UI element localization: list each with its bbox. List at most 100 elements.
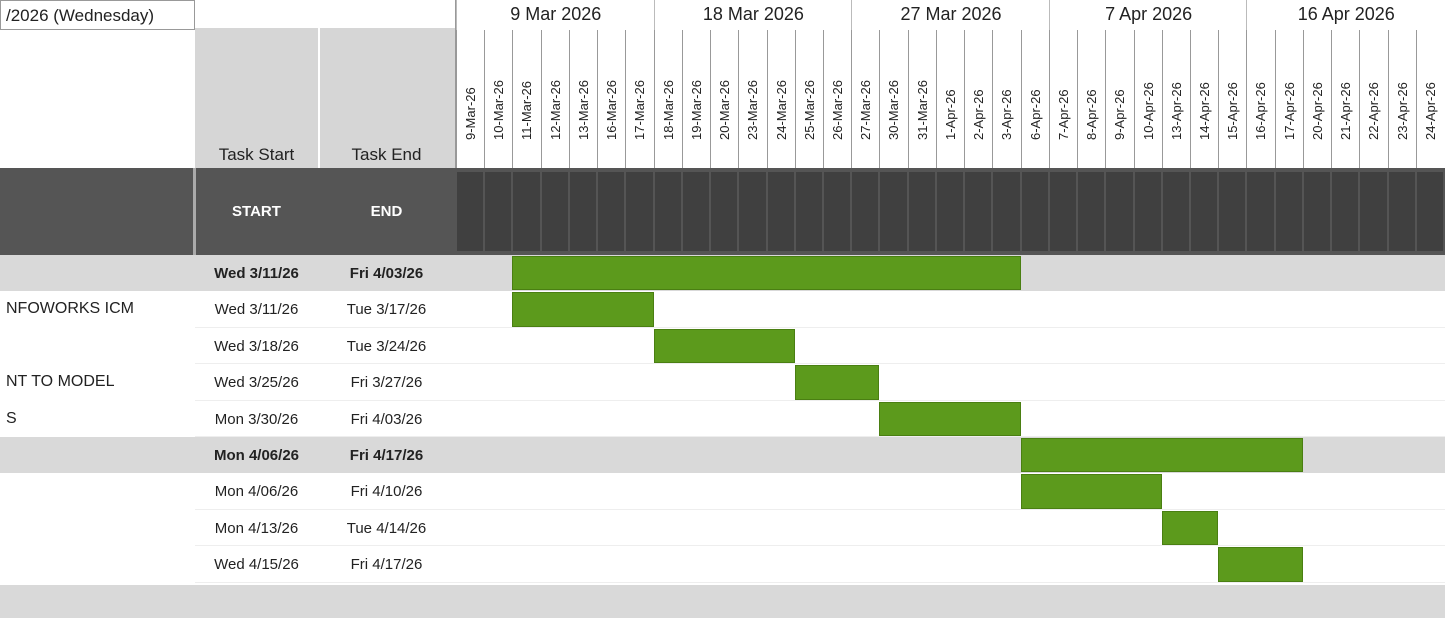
dark-cell — [1388, 172, 1415, 251]
day-label: 19-Mar-26 — [688, 80, 704, 140]
dark-cell — [1360, 172, 1387, 251]
day-divider — [1218, 30, 1220, 168]
day-divider — [879, 30, 881, 168]
day-divider — [653, 30, 655, 168]
day-divider — [1048, 30, 1050, 168]
day-divider — [625, 30, 627, 168]
month-divider — [1246, 0, 1248, 30]
day-label: 3-Apr-26 — [999, 89, 1015, 140]
day-divider — [1246, 30, 1248, 168]
blank-row — [0, 584, 1445, 618]
row-line — [195, 326, 1445, 328]
row-line — [195, 363, 1445, 365]
dark-cell — [1162, 172, 1189, 251]
gantt-bar — [1020, 474, 1162, 509]
day-divider — [512, 30, 514, 168]
task-end: Tue 3/17/26 — [346, 301, 427, 319]
divider — [193, 168, 196, 255]
dark-cell — [795, 172, 822, 251]
dark-cell — [1247, 172, 1274, 251]
day-label: 21-Apr-26 — [1338, 82, 1354, 140]
dark-cell — [1021, 172, 1048, 251]
dark-cell — [654, 172, 681, 251]
task-name: NT TO MODEL — [6, 373, 115, 391]
day-divider — [1077, 30, 1079, 168]
day-label: 16-Mar-26 — [604, 80, 620, 140]
dark-cell — [457, 172, 484, 251]
task-end: Fri 4/03/26 — [350, 410, 423, 428]
dark-cell — [1416, 172, 1444, 251]
task-name: NFOWORKS ICM — [6, 300, 134, 318]
day-divider — [1020, 30, 1022, 168]
date-cell — [0, 0, 195, 30]
task-start: Wed 3/25/26 — [214, 374, 299, 392]
day-label: 23-Apr-26 — [1394, 82, 1410, 140]
dark-cell — [626, 172, 653, 251]
task-end: Fri 4/03/26 — [349, 265, 424, 282]
day-divider — [1359, 30, 1361, 168]
day-divider — [1105, 30, 1107, 168]
task-name: S — [6, 409, 17, 427]
day-label: 17-Apr-26 — [1281, 82, 1297, 140]
task-start: Mon 4/06/26 — [214, 483, 299, 501]
day-divider — [1133, 30, 1135, 168]
day-label: 8-Apr-26 — [1084, 89, 1100, 140]
dark-cell — [541, 172, 568, 251]
month-divider — [851, 0, 853, 30]
dark-cell — [908, 172, 935, 251]
day-label: 27-Mar-26 — [858, 80, 874, 140]
day-label: 13-Mar-26 — [575, 80, 591, 140]
day-label: 14-Apr-26 — [1196, 82, 1212, 140]
dark-cell — [1219, 172, 1246, 251]
day-label: 9-Apr-26 — [1112, 89, 1128, 140]
task-start-header: Task Start — [218, 145, 295, 164]
gantt-bar — [512, 256, 1021, 291]
day-divider — [710, 30, 712, 168]
dark-cell — [936, 172, 964, 251]
day-divider — [1415, 30, 1417, 168]
day-label: 25-Mar-26 — [801, 80, 817, 140]
gantt-bar — [879, 401, 1021, 436]
day-divider — [455, 0, 456, 168]
task-end: Fri 4/17/26 — [350, 556, 423, 574]
day-label: 11-Mar-26 — [519, 80, 535, 140]
gantt-bar — [1161, 510, 1219, 546]
dark-cell — [711, 172, 738, 251]
dark-cell — [823, 172, 851, 251]
dark-cell — [569, 172, 597, 251]
day-divider — [1274, 30, 1276, 168]
day-label: 23-Mar-26 — [745, 80, 761, 140]
row-line — [195, 508, 1445, 510]
month-divider — [653, 0, 655, 30]
divider — [318, 28, 320, 168]
day-divider — [568, 30, 570, 168]
month-divider — [1048, 0, 1050, 30]
gantt-bar — [512, 292, 654, 327]
dark-cell — [513, 172, 540, 251]
day-divider — [822, 30, 824, 168]
day-label: 22-Apr-26 — [1366, 82, 1382, 140]
dark-cell — [1332, 172, 1359, 251]
day-label: 12-Mar-26 — [547, 80, 563, 140]
dark-cell — [852, 172, 879, 251]
day-label: 10-Apr-26 — [1140, 82, 1156, 140]
row-line — [195, 581, 1445, 583]
day-label: 13-Apr-26 — [1168, 82, 1184, 140]
day-divider — [681, 30, 683, 168]
dark-cell — [1106, 172, 1133, 251]
header-gray — [195, 28, 455, 168]
task-start: Mon 4/13/26 — [214, 519, 299, 537]
day-divider — [1331, 30, 1333, 168]
date-cell-text: /2026 (Wednesday) — [6, 6, 155, 25]
dark-cell — [1303, 172, 1331, 251]
row-line — [195, 399, 1445, 401]
day-label: 26-Mar-26 — [829, 80, 845, 140]
month-label: 27 Mar 2026 — [900, 4, 1002, 24]
day-label: 20-Mar-26 — [717, 80, 733, 140]
dark-cell — [1190, 172, 1218, 251]
task-start: Mon 3/30/26 — [214, 410, 299, 428]
task-start: Mon 4/06/26 — [213, 447, 300, 464]
day-label: 16-Apr-26 — [1253, 82, 1269, 140]
task-end-header: Task End — [351, 145, 422, 164]
